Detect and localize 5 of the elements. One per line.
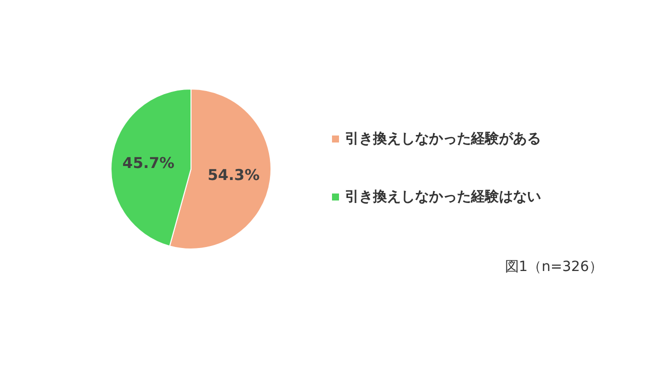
data-label: 45.7% <box>122 154 174 172</box>
caption: 図1（n=326） <box>504 259 603 275</box>
data-label: 54.3% <box>208 166 260 184</box>
legend-label: 引き換えしなかった経験がある <box>345 131 541 147</box>
legend-label: 引き換えしなかった経験はない <box>345 189 541 205</box>
